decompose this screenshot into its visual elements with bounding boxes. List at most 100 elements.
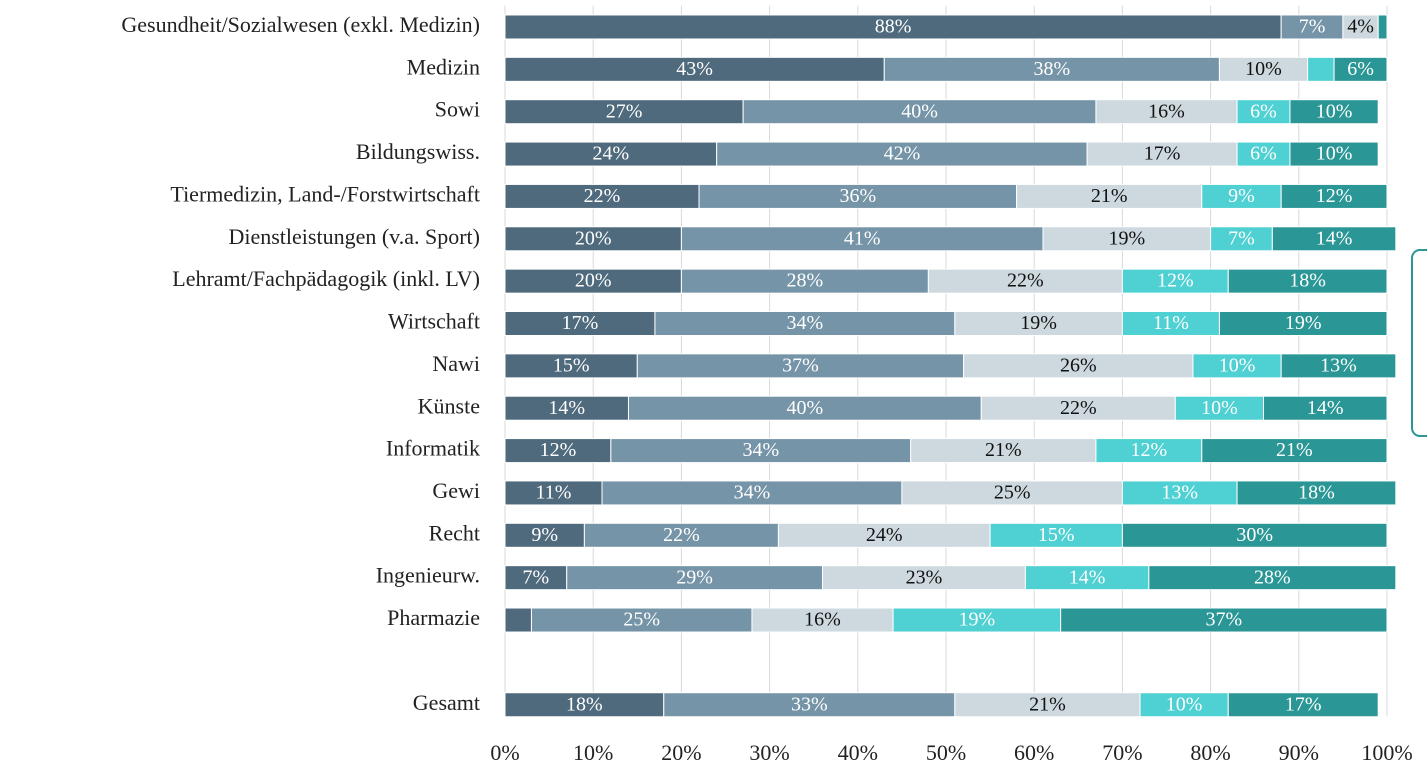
data-label: 14% [548, 397, 585, 419]
bar-segment [1227, 692, 1379, 718]
legend-box-fragment [1411, 249, 1427, 437]
bar-segment [716, 141, 1088, 167]
bar-segment [663, 692, 956, 718]
bar-segment [504, 522, 585, 548]
bar-segment [963, 353, 1194, 379]
category-label: Informatik [386, 436, 480, 461]
category-label: Gesundheit/Sozialwesen (exkl. Medizin) [121, 12, 480, 37]
data-label: 22% [584, 185, 621, 207]
bar-segment [680, 226, 1044, 252]
data-label: 22% [1007, 270, 1044, 292]
bar-segment [1227, 268, 1388, 294]
bar-segment [1263, 395, 1388, 421]
x-tick-label: 10% [573, 740, 613, 765]
bar-segment [1210, 226, 1273, 252]
data-label: 7% [1228, 227, 1255, 249]
data-label: 27% [606, 100, 643, 122]
bar-segment [1060, 607, 1388, 633]
data-label: 18% [1289, 270, 1326, 292]
bar-segment [1201, 438, 1388, 464]
data-label: 21% [1029, 693, 1066, 715]
data-label: 36% [839, 185, 876, 207]
bar-segment [627, 395, 982, 421]
bar-segment [504, 395, 629, 421]
bar-segment [822, 565, 1026, 591]
data-label: 17% [1285, 693, 1322, 715]
bar-segment [1236, 480, 1397, 506]
bar-segment [1236, 141, 1291, 167]
bar-segment [1201, 183, 1282, 209]
category-label: Künste [418, 393, 480, 418]
bar-segment [504, 183, 700, 209]
data-label: 21% [1276, 439, 1313, 461]
category-label: Medizin [407, 54, 480, 79]
data-label: 33% [791, 693, 828, 715]
x-tick-label: 100% [1361, 740, 1412, 765]
bar-segment [698, 183, 1018, 209]
category-label: Dienstleistungen (v.a. Sport) [228, 224, 480, 249]
data-label: 22% [1060, 397, 1097, 419]
bar-segment [504, 480, 603, 506]
data-label: 7% [523, 566, 550, 588]
category-label: Pharmazie [387, 605, 480, 630]
bar-segment [504, 226, 682, 252]
data-label: 20% [575, 270, 612, 292]
data-label: 10% [1316, 143, 1353, 165]
data-label: 38% [1034, 58, 1071, 80]
data-label: 11% [536, 482, 572, 504]
bar-segment [1042, 226, 1212, 252]
data-label: 30% [1236, 524, 1273, 546]
bar-segment [636, 353, 965, 379]
data-label: 19% [1285, 312, 1322, 334]
bar-segment [1121, 311, 1220, 336]
data-label: 20% [575, 227, 612, 249]
category-label: Ingenieurw. [376, 563, 480, 588]
data-label: 12% [1131, 439, 1168, 461]
bar-segment [901, 480, 1123, 506]
data-label: 10% [1316, 100, 1353, 122]
data-label: 24% [866, 524, 903, 546]
data-label: 6% [1250, 143, 1277, 165]
data-label: 43% [676, 58, 713, 80]
bar-segment [1095, 99, 1238, 125]
bar-segment [504, 14, 1282, 40]
data-label: 24% [593, 143, 630, 165]
data-label: 19% [1108, 227, 1145, 249]
category-label: Gesamt [413, 690, 480, 715]
data-label: 14% [1307, 397, 1344, 419]
data-label: 40% [901, 100, 938, 122]
data-label: 34% [734, 482, 771, 504]
bar-segment [883, 56, 1220, 82]
bar-segment [1121, 522, 1388, 548]
category-label: Recht [429, 520, 480, 545]
data-label: 6% [1347, 58, 1374, 80]
bar-segment [654, 311, 956, 336]
data-label: 12% [1316, 185, 1353, 207]
bar-segment [610, 438, 912, 464]
data-label: 18% [1298, 482, 1335, 504]
data-label: 15% [1038, 524, 1075, 546]
bar-segment [1333, 56, 1388, 82]
data-label: 13% [1320, 354, 1357, 376]
bar-segment [1271, 226, 1397, 252]
data-label: 10% [1219, 354, 1256, 376]
bar-segment [504, 438, 612, 464]
data-label: 10% [1245, 58, 1282, 80]
bar-segment [954, 692, 1141, 718]
data-label: 26% [1060, 354, 1097, 376]
data-label: 18% [566, 693, 603, 715]
bar-segment [910, 438, 1097, 464]
data-label: 13% [1161, 482, 1198, 504]
data-label: 29% [676, 566, 713, 588]
bar-segment [504, 607, 532, 633]
data-label: 17% [562, 312, 599, 334]
data-label: 41% [844, 227, 881, 249]
bar-segment [777, 522, 991, 548]
data-label: 9% [1228, 185, 1255, 207]
data-label: 28% [1254, 566, 1291, 588]
bar-segment [892, 607, 1062, 633]
x-tick-label: 90% [1279, 740, 1319, 765]
bar-segment [1236, 99, 1291, 125]
